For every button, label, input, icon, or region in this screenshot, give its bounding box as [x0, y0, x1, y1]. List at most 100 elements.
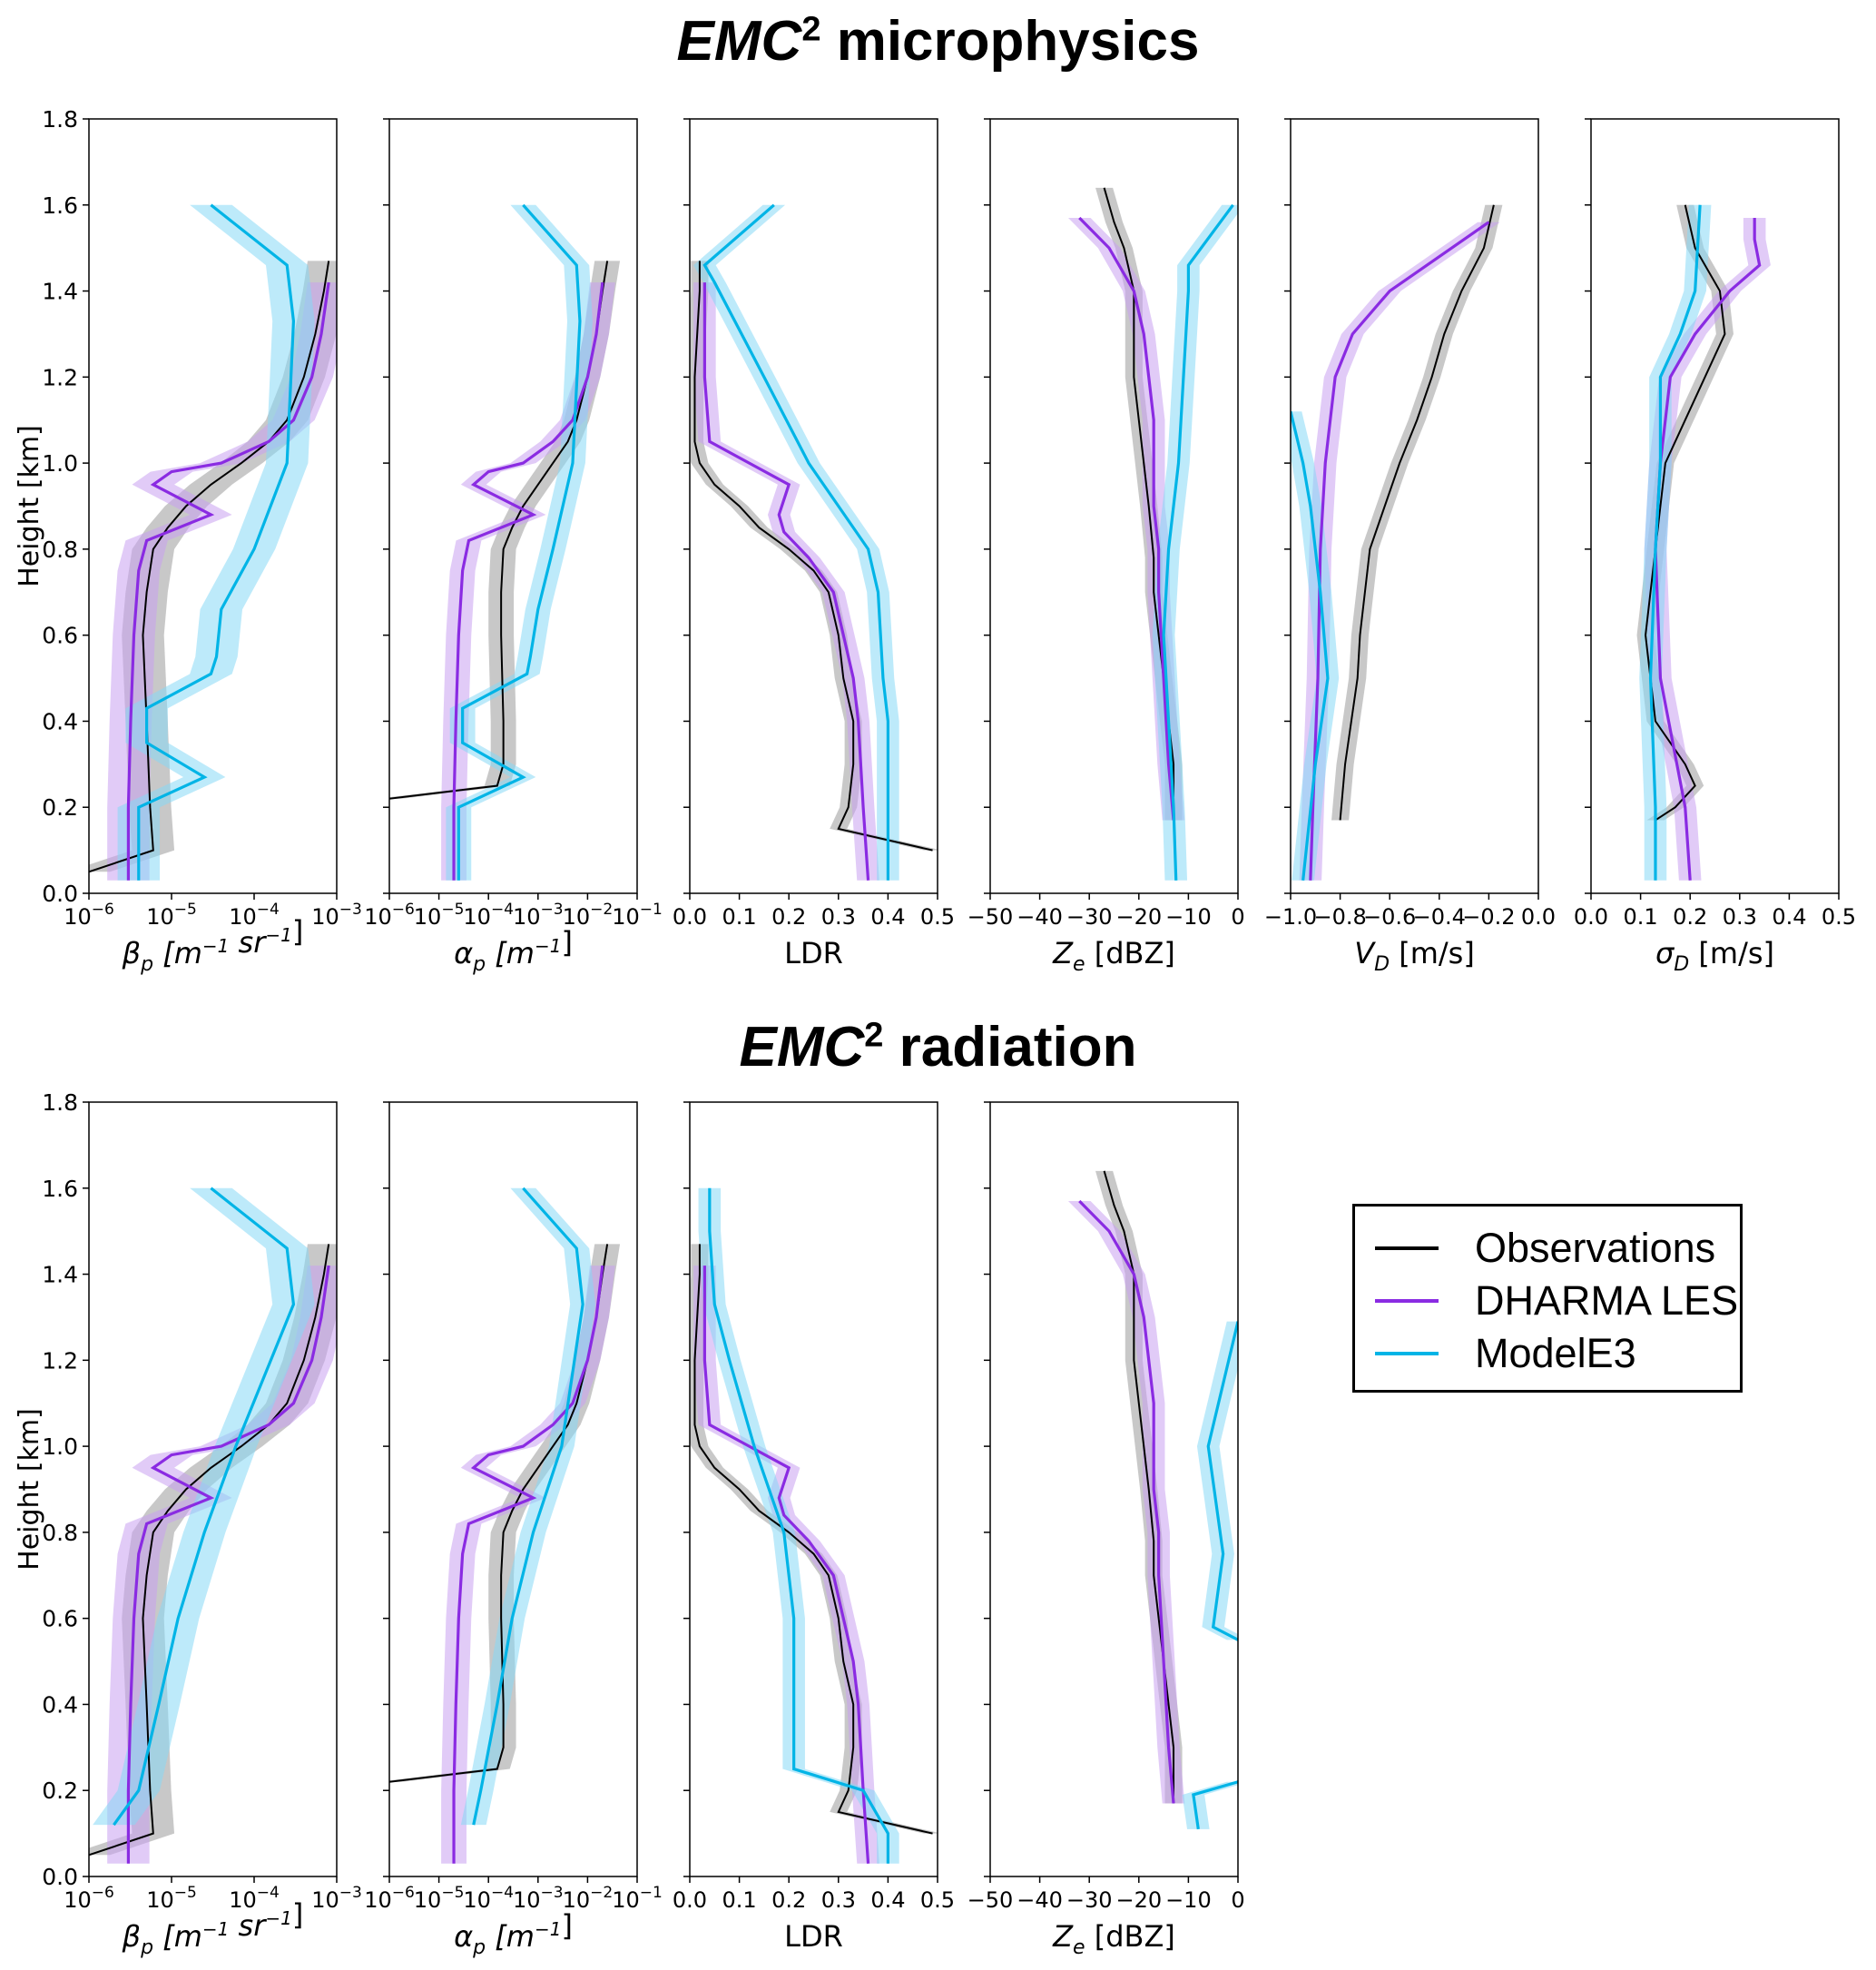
line-observations-rad-beta [89, 1244, 330, 1857]
title-microphysics: EMC2 microphysics [676, 10, 1200, 73]
panel-micro-ze: −50 −40 −30 −20 −10 0 Ze [dBZ] [967, 118, 1245, 976]
xtick-label: 10−4 [463, 1884, 514, 1913]
yaxis-label: Height [km] [14, 425, 45, 587]
plot-area-micro-vd [1291, 204, 1503, 881]
panel-rad-beta: 0.0 0.2 0.4 0.6 0.8 1.0 1.2 1.4 1.6 1.8 10−6 10−5 10… [14, 1089, 362, 1959]
xtick-label: −30 [1066, 1887, 1113, 1913]
xaxis-label: βp [m−1 sr−1] [122, 1897, 304, 1959]
xtick-label: −40 [1017, 1887, 1063, 1913]
line-modele3-micro-beta [137, 203, 296, 881]
ytick-label: 0.8 [42, 1520, 78, 1546]
band-modele3-rad-ze-1 [1196, 1321, 1238, 1640]
xtick-label: 0.4 [1772, 904, 1806, 930]
xtick-label: 0.0 [1521, 904, 1556, 930]
frame-rad-beta [88, 1101, 338, 1877]
xaxis-label: σD [m/s] [1655, 936, 1774, 976]
xtick-label: 0.0 [1574, 904, 1608, 930]
legend-swatch-dharma [1375, 1299, 1439, 1303]
xtick-label: 0.5 [920, 1887, 955, 1913]
line-modele3-rad-ze-0 [1192, 1780, 1238, 1830]
band-modele3-rad-ldr [698, 1187, 899, 1864]
panel-micro-sd: 0.0 0.1 0.2 0.3 0.4 0.5 σD [m/s] [1574, 118, 1856, 976]
band-modele3-micro-beta [117, 204, 315, 881]
ytick-label: 1.6 [42, 1176, 78, 1202]
ytick-label: 1.8 [42, 106, 78, 133]
line-modele3-rad-alpha [472, 1187, 584, 1826]
xaxis-label: LDR [784, 936, 843, 970]
title-radiation: EMC2 radiation [739, 1016, 1137, 1079]
xtick-label: 0 [1231, 1887, 1244, 1913]
plot-area-rad-ldr [690, 1187, 938, 1864]
xtick-label: 10−5 [414, 1884, 465, 1913]
plot-area-rad-ze [1067, 1170, 1238, 1830]
plot-area-rad-alpha [389, 1187, 621, 1864]
xtick-label: −20 [1115, 1887, 1162, 1913]
band-modele3-micro-ldr [693, 204, 899, 881]
band-modele3-rad-alpha [460, 1187, 596, 1826]
xtick-label: 0.0 [673, 1887, 707, 1913]
frame-rad-alpha [388, 1101, 638, 1877]
xtick-label: 0.2 [771, 1887, 806, 1913]
xaxis-label: Ze [dBZ] [1052, 1919, 1175, 1959]
xtick-label: −10 [1165, 1887, 1212, 1913]
plot-area-micro-alpha [389, 203, 621, 881]
xtick-label: 10−1 [612, 1884, 663, 1913]
ytick-label: 1.0 [42, 1433, 78, 1460]
xtick-label: −50 [967, 904, 1014, 930]
xtick-label: 10−3 [311, 1884, 362, 1913]
xtick-label: −30 [1066, 904, 1113, 930]
line-observations-rad-ldr [693, 1244, 933, 1835]
ytick-label: 0.6 [42, 1606, 78, 1632]
xtick-label: 0.1 [1624, 904, 1658, 930]
xtick-label: 0.0 [673, 904, 707, 930]
plot-area-micro-ldr [690, 203, 938, 881]
xtick-label: −0.2 [1462, 904, 1515, 930]
panel-micro-alpha: 10−610−510−410−310−210−1 αp [m−1] [364, 118, 663, 976]
line-dharma-micro-beta [126, 281, 330, 881]
frame-micro-ze [989, 118, 1239, 894]
panel-rad-ze: −50 −40 −30 −20 −10 0 Ze [dBZ] [967, 1101, 1245, 1959]
line-observations-micro-ldr [693, 261, 933, 852]
line-dharma-rad-alpha [452, 1265, 604, 1864]
xtick-label: 10−2 [563, 1884, 614, 1913]
ytick-label: 1.0 [42, 450, 78, 477]
ytick-label: 1.8 [42, 1089, 78, 1116]
line-modele3-rad-ldr [708, 1187, 890, 1864]
xtick-label: 0.3 [821, 904, 856, 930]
legend-swatch-observations [1375, 1246, 1439, 1250]
xtick-label: 0.4 [870, 1887, 905, 1913]
legend: Observations DHARMA LES ModelE3 [1352, 1204, 1743, 1393]
line-modele3-rad-ze-1 [1206, 1321, 1238, 1641]
legend-swatch-modele3 [1375, 1352, 1439, 1355]
line-observations-micro-sd [1645, 204, 1726, 822]
yaxis-label: Height [km] [14, 1408, 45, 1571]
xtick-label: −40 [1017, 904, 1063, 930]
line-dharma-micro-sd [1654, 217, 1762, 881]
plot-area-micro-ze [1067, 187, 1238, 881]
ytick-label: 1.4 [42, 1262, 78, 1288]
ytick-label: 0.6 [42, 623, 78, 649]
xtick-label: 0.2 [771, 904, 806, 930]
band-modele3-micro-vd [1291, 411, 1340, 881]
xaxis-label: βp [m−1 sr−1] [122, 914, 304, 976]
xtick-label: −10 [1165, 904, 1212, 930]
xtick-label: 0.5 [1822, 904, 1856, 930]
ytick-label: 1.2 [42, 364, 78, 390]
xtick-label: 10−5 [146, 901, 197, 930]
xaxis-label: αp [m−1] [454, 925, 573, 976]
panel-micro-ldr: 0.0 0.1 0.2 0.3 0.4 0.5 LDR [673, 118, 955, 970]
line-modele3-rad-beta [113, 1187, 296, 1827]
band-dharma-micro-ldr [693, 282, 879, 881]
plot-area-micro-beta [89, 203, 337, 881]
legend-label-dharma: DHARMA LES [1475, 1277, 1739, 1324]
line-observations-micro-vd [1339, 204, 1495, 821]
line-observations-micro-beta [89, 261, 330, 873]
xtick-label: −0.4 [1413, 904, 1466, 930]
xtick-label: 10−1 [612, 901, 663, 930]
xtick-label: 0.4 [870, 904, 905, 930]
panel-rad-ldr: 0.0 0.1 0.2 0.3 0.4 0.5 LDR [673, 1101, 955, 1954]
xtick-label: −1.0 [1264, 904, 1317, 930]
xtick-label: 10−4 [463, 901, 514, 930]
frame-rad-ldr [689, 1101, 938, 1877]
